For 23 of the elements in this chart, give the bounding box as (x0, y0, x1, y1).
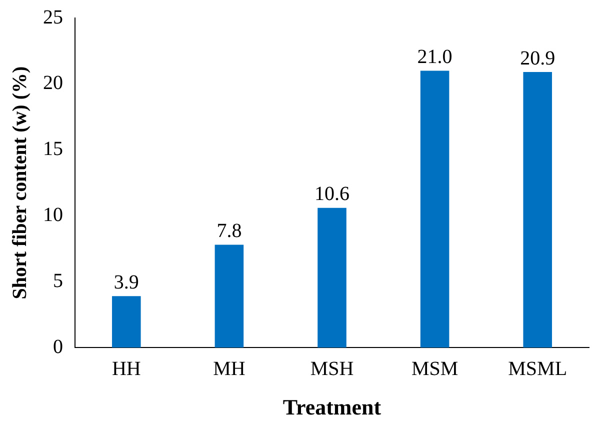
bar (318, 208, 346, 348)
x-tick-label: MSH (310, 358, 354, 380)
x-axis-title: Treatment (282, 394, 382, 420)
data-label: 21.0 (417, 46, 452, 68)
x-tick-label: MH (213, 358, 246, 380)
x-tick-label: MSM (411, 358, 458, 380)
data-label: 20.9 (520, 47, 556, 70)
bar (214, 244, 244, 348)
x-tick-label: MSML (508, 358, 568, 380)
y-tick-label: 10 (43, 204, 63, 226)
y-tick-label: 5 (53, 270, 63, 292)
y-axis-title: Short fiber content (w) (%) (9, 66, 32, 300)
bar (523, 72, 552, 348)
x-tick-label: HH (112, 358, 141, 380)
y-tick-label: 25 (43, 6, 63, 28)
bar (420, 70, 450, 348)
y-tick-label: 0 (53, 336, 63, 358)
data-label: 10.6 (314, 183, 350, 206)
y-tick-label: 15 (43, 138, 63, 160)
data-label: 7.8 (216, 220, 242, 242)
data-label: 3.9 (114, 271, 139, 294)
bar (112, 296, 141, 348)
y-tick-label: 20 (43, 72, 63, 94)
